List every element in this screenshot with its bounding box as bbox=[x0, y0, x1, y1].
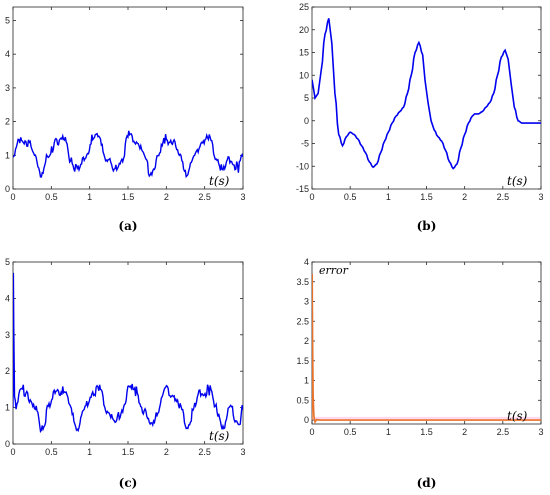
panel-caption: (d) bbox=[417, 476, 437, 490]
y-tick-label: 4 bbox=[5, 49, 10, 59]
y-tick-label: -5 bbox=[301, 139, 309, 149]
series-line bbox=[13, 272, 243, 434]
x-tick-label: 0.5 bbox=[45, 447, 58, 457]
x-tick-label: 0 bbox=[309, 427, 314, 437]
x-tick-label: 2.5 bbox=[497, 427, 510, 437]
x-tick-label: 0 bbox=[10, 192, 15, 202]
x-tick-label: 1 bbox=[87, 192, 92, 202]
x-tick-label: 1.5 bbox=[122, 192, 135, 202]
y-tick-label: 25 bbox=[299, 2, 309, 12]
series-line bbox=[312, 273, 541, 424]
y-tick-label: 0.5 bbox=[296, 395, 309, 405]
panel-a: 0 0.5 1 1.5 2 2.5 3 0 1 2 3 4 5 t(s) (a) bbox=[5, 6, 246, 233]
y-tick-label: 1 bbox=[5, 150, 10, 160]
tolerance-band bbox=[313, 416, 540, 421]
y-tick-label: 1.5 bbox=[296, 356, 309, 366]
x-tick-label: 3 bbox=[538, 192, 543, 202]
x-tick-label: 0 bbox=[309, 192, 314, 202]
axes-frame bbox=[311, 6, 542, 190]
y-tick-label: 0 bbox=[5, 439, 10, 449]
x-axis-label: t(s) bbox=[507, 174, 528, 188]
axes-frame bbox=[311, 261, 542, 425]
y-tick-label: 20 bbox=[299, 25, 309, 35]
y-tick-label: 0 bbox=[304, 415, 309, 425]
x-tick-label: 2.5 bbox=[198, 192, 211, 202]
x-tick-label: 2 bbox=[164, 192, 169, 202]
x-tick-label: 2.5 bbox=[198, 447, 211, 457]
x-tick-label: 2 bbox=[462, 427, 467, 437]
x-tick-label: 0 bbox=[10, 447, 15, 457]
x-tick-label: 2.5 bbox=[497, 192, 510, 202]
x-tick-label: 0.5 bbox=[344, 427, 357, 437]
y-tick-label: 3 bbox=[5, 330, 10, 340]
x-tick-label: 1 bbox=[87, 447, 92, 457]
y-tick-label: 4 bbox=[304, 257, 309, 267]
panel-caption: (c) bbox=[119, 476, 138, 490]
y-tick-label: 2.5 bbox=[296, 316, 309, 326]
panel-c: 0 0.5 1 1.5 2 2.5 3 0 1 2 3 4 5 t(s) (c) bbox=[5, 257, 246, 490]
x-tick-label: 3 bbox=[538, 427, 543, 437]
y-tick-label: 2 bbox=[304, 336, 309, 346]
series-line bbox=[13, 130, 243, 179]
y-tick-label: 4 bbox=[5, 293, 10, 303]
y-tick-label: 5 bbox=[5, 257, 10, 267]
panel-b: 0 0.5 1 1.5 2 2.5 3 -15 -10 -5 0 5 10 15 20 25 t(s) (b) bbox=[296, 2, 544, 233]
panel-caption: (a) bbox=[118, 219, 137, 233]
x-tick-label: 3 bbox=[240, 192, 245, 202]
y-tick-label: 0 bbox=[5, 184, 10, 194]
panel-caption: (b) bbox=[417, 219, 437, 233]
panel-d: 0 0.5 1 1.5 2 2.5 3 0 0.5 1 1.5 2 2.5 3 3.5 4 t(s) error (… bbox=[296, 257, 543, 490]
x-tick-label: 1 bbox=[386, 192, 391, 202]
x-tick-label: 0.5 bbox=[45, 192, 58, 202]
x-tick-label: 2 bbox=[462, 192, 467, 202]
y-tick-label: 5 bbox=[5, 15, 10, 25]
y-tick-label: 2 bbox=[5, 117, 10, 127]
y-tick-label: 1 bbox=[304, 376, 309, 386]
x-axis-label: t(s) bbox=[209, 429, 230, 443]
axes-frame bbox=[12, 6, 244, 190]
y-tick-label: 2 bbox=[5, 366, 10, 376]
y-tick-label: -10 bbox=[296, 161, 309, 171]
x-axis-label: t(s) bbox=[507, 409, 528, 423]
x-tick-label: 1 bbox=[386, 427, 391, 437]
y-tick-label: 10 bbox=[299, 70, 309, 80]
axes-frame bbox=[12, 261, 244, 445]
y-tick-label: -15 bbox=[296, 184, 309, 194]
y-tick-label: 3.5 bbox=[296, 277, 309, 287]
y-tick-label: 15 bbox=[299, 48, 309, 58]
y-tick-label: 1 bbox=[5, 403, 10, 413]
x-tick-label: 2 bbox=[164, 447, 169, 457]
y-tick-label: 3 bbox=[5, 83, 10, 93]
x-tick-label: 1.5 bbox=[420, 192, 433, 202]
x-tick-label: 1.5 bbox=[420, 427, 433, 437]
x-tick-label: 0.5 bbox=[344, 192, 357, 202]
x-tick-label: 1.5 bbox=[122, 447, 135, 457]
y-tick-label: 0 bbox=[304, 116, 309, 126]
x-tick-label: 3 bbox=[240, 447, 245, 457]
x-axis-label: t(s) bbox=[209, 174, 230, 188]
annotation-label: error bbox=[319, 264, 349, 277]
y-tick-label: 3 bbox=[304, 297, 309, 307]
series-line bbox=[312, 18, 541, 170]
y-tick-label: 5 bbox=[304, 93, 309, 103]
